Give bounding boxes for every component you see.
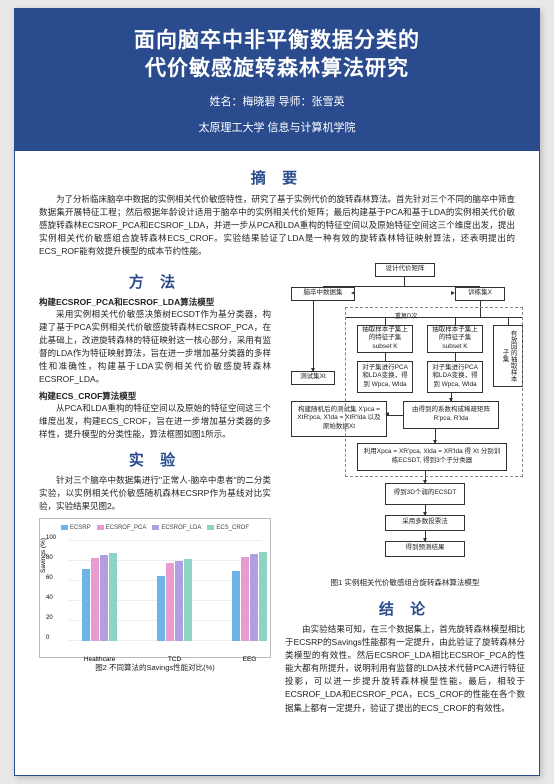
title-line-2: 代价敏感旋转森林算法研究 [25, 55, 529, 83]
bar [241, 557, 249, 641]
bar [166, 563, 174, 641]
fc-node: 采用多数投票法 [385, 515, 465, 531]
fc-node: 得到3D个弱的ECSDT [385, 483, 465, 505]
xtick-label: Healthcare [82, 656, 117, 663]
bar [259, 552, 267, 641]
affiliation: 太原理工大学 信息与计算机学院 [25, 120, 529, 137]
right-column: 设计代价矩阵 脑卒中数据集 训练集X 重复D次 测试集Xt 抽取样本子集上的特征… [285, 263, 525, 715]
author-line: 姓名：梅晓碧 导师：张雪英 [25, 94, 529, 111]
abstract-title: 摘 要 [39, 167, 515, 188]
experiment-body: 针对三个脑卒中数据集进行"正常人-脑卒中患者"的二分类实验，以实例相关代价敏感随… [39, 474, 271, 514]
legend-item: ECS_CROF [207, 525, 249, 531]
bar [109, 553, 117, 641]
bar [175, 561, 183, 641]
fc-node: 设计代价矩阵 [375, 263, 435, 277]
fc-node: 脑卒中数据集 [291, 287, 355, 301]
conclusion-title: 结 论 [285, 598, 525, 619]
experiment-title: 实 验 [39, 449, 271, 470]
method-title: 方 法 [39, 271, 271, 292]
method-sub-1: 构建ECSROF_PCA和ECSROF_LDA算法模型 [39, 296, 271, 308]
title-line-1: 面向脑卒中非平衡数据分类的 [25, 27, 529, 55]
legend-item: ECSRP [61, 525, 91, 531]
method-sub-2: 构建ECS_CROF算法模型 [39, 390, 271, 402]
ytick-label: 0 [46, 635, 49, 641]
figure2-caption: 图2 不同算法的Savings性能对比(%) [39, 662, 271, 673]
abstract-body: 为了分析临床脑卒中数据的实例相关代价敏感特性，研究了基于实例代价的旋转森林算法。… [39, 193, 515, 259]
bar [232, 571, 240, 641]
legend-item: ECSROF_LDA [152, 525, 201, 531]
xtick-label: EEG [232, 656, 267, 663]
fc-node: 训练集X [455, 287, 505, 301]
chart-legend: ECSRP ECSROF_PCA ECSROF_LDA ECS_CROF [46, 525, 264, 531]
bar [157, 576, 165, 641]
bar [82, 569, 90, 641]
fc-node: 测试集Xt [291, 371, 335, 385]
conclusion-body: 由实验结果可知，在三个数据集上，首先旋转森林模型相比于ECSRP的Savings… [285, 623, 525, 715]
left-column: 方 法 构建ECSROF_PCA和ECSROF_LDA算法模型 采用实例相关代价… [39, 263, 271, 715]
poster-header: 面向脑卒中非平衡数据分类的 代价敏感旋转森林算法研究 姓名：梅晓碧 导师：张雪英… [15, 9, 539, 151]
figure1-caption: 图1 实例相关代价敏感组合旋转森林算法模型 [285, 577, 525, 588]
flowchart: 设计代价矩阵 脑卒中数据集 训练集X 重复D次 测试集Xt 抽取样本子集上的特征… [285, 263, 525, 573]
xtick-label: TCD [157, 656, 192, 663]
ytick-label: 40 [46, 595, 53, 601]
bar [250, 554, 258, 641]
bar [91, 558, 99, 641]
fc-node: 得到预测结果 [385, 541, 465, 557]
poster-page: 面向脑卒中非平衡数据分类的 代价敏感旋转森林算法研究 姓名：梅晓碧 导师：张雪英… [14, 8, 540, 776]
gridline [68, 540, 262, 541]
method-body-1: 采用实例相关代价敏感决策树ECSDT作为基分类器，构建了基于PCA实例相关代价敏… [39, 308, 271, 387]
ytick-label: 20 [46, 615, 53, 621]
method-body-2: 从PCA和LDA重构的特征空间以及原始的特征空间这三个维度出发，构建ECS_CR… [39, 402, 271, 442]
bar [100, 555, 108, 641]
ytick-label: 80 [46, 555, 53, 561]
legend-item: ECSROF_PCA [97, 525, 147, 531]
poster-content: 摘 要 为了分析临床脑卒中数据的实例相关代价敏感特性，研究了基于实例代价的旋转森… [15, 151, 539, 725]
ytick-label: 60 [46, 575, 53, 581]
two-column-region: 方 法 构建ECSROF_PCA和ECSROF_LDA算法模型 采用实例相关代价… [39, 263, 515, 715]
chart-container: ECSRPECSROF_PCAECSROF_LDAECS_CROF Saving… [39, 518, 271, 658]
bar-chart: Savings (%) 020406080100HealthcareTCDEEG [46, 533, 264, 653]
bar [184, 559, 192, 641]
ytick-label: 100 [46, 535, 56, 541]
